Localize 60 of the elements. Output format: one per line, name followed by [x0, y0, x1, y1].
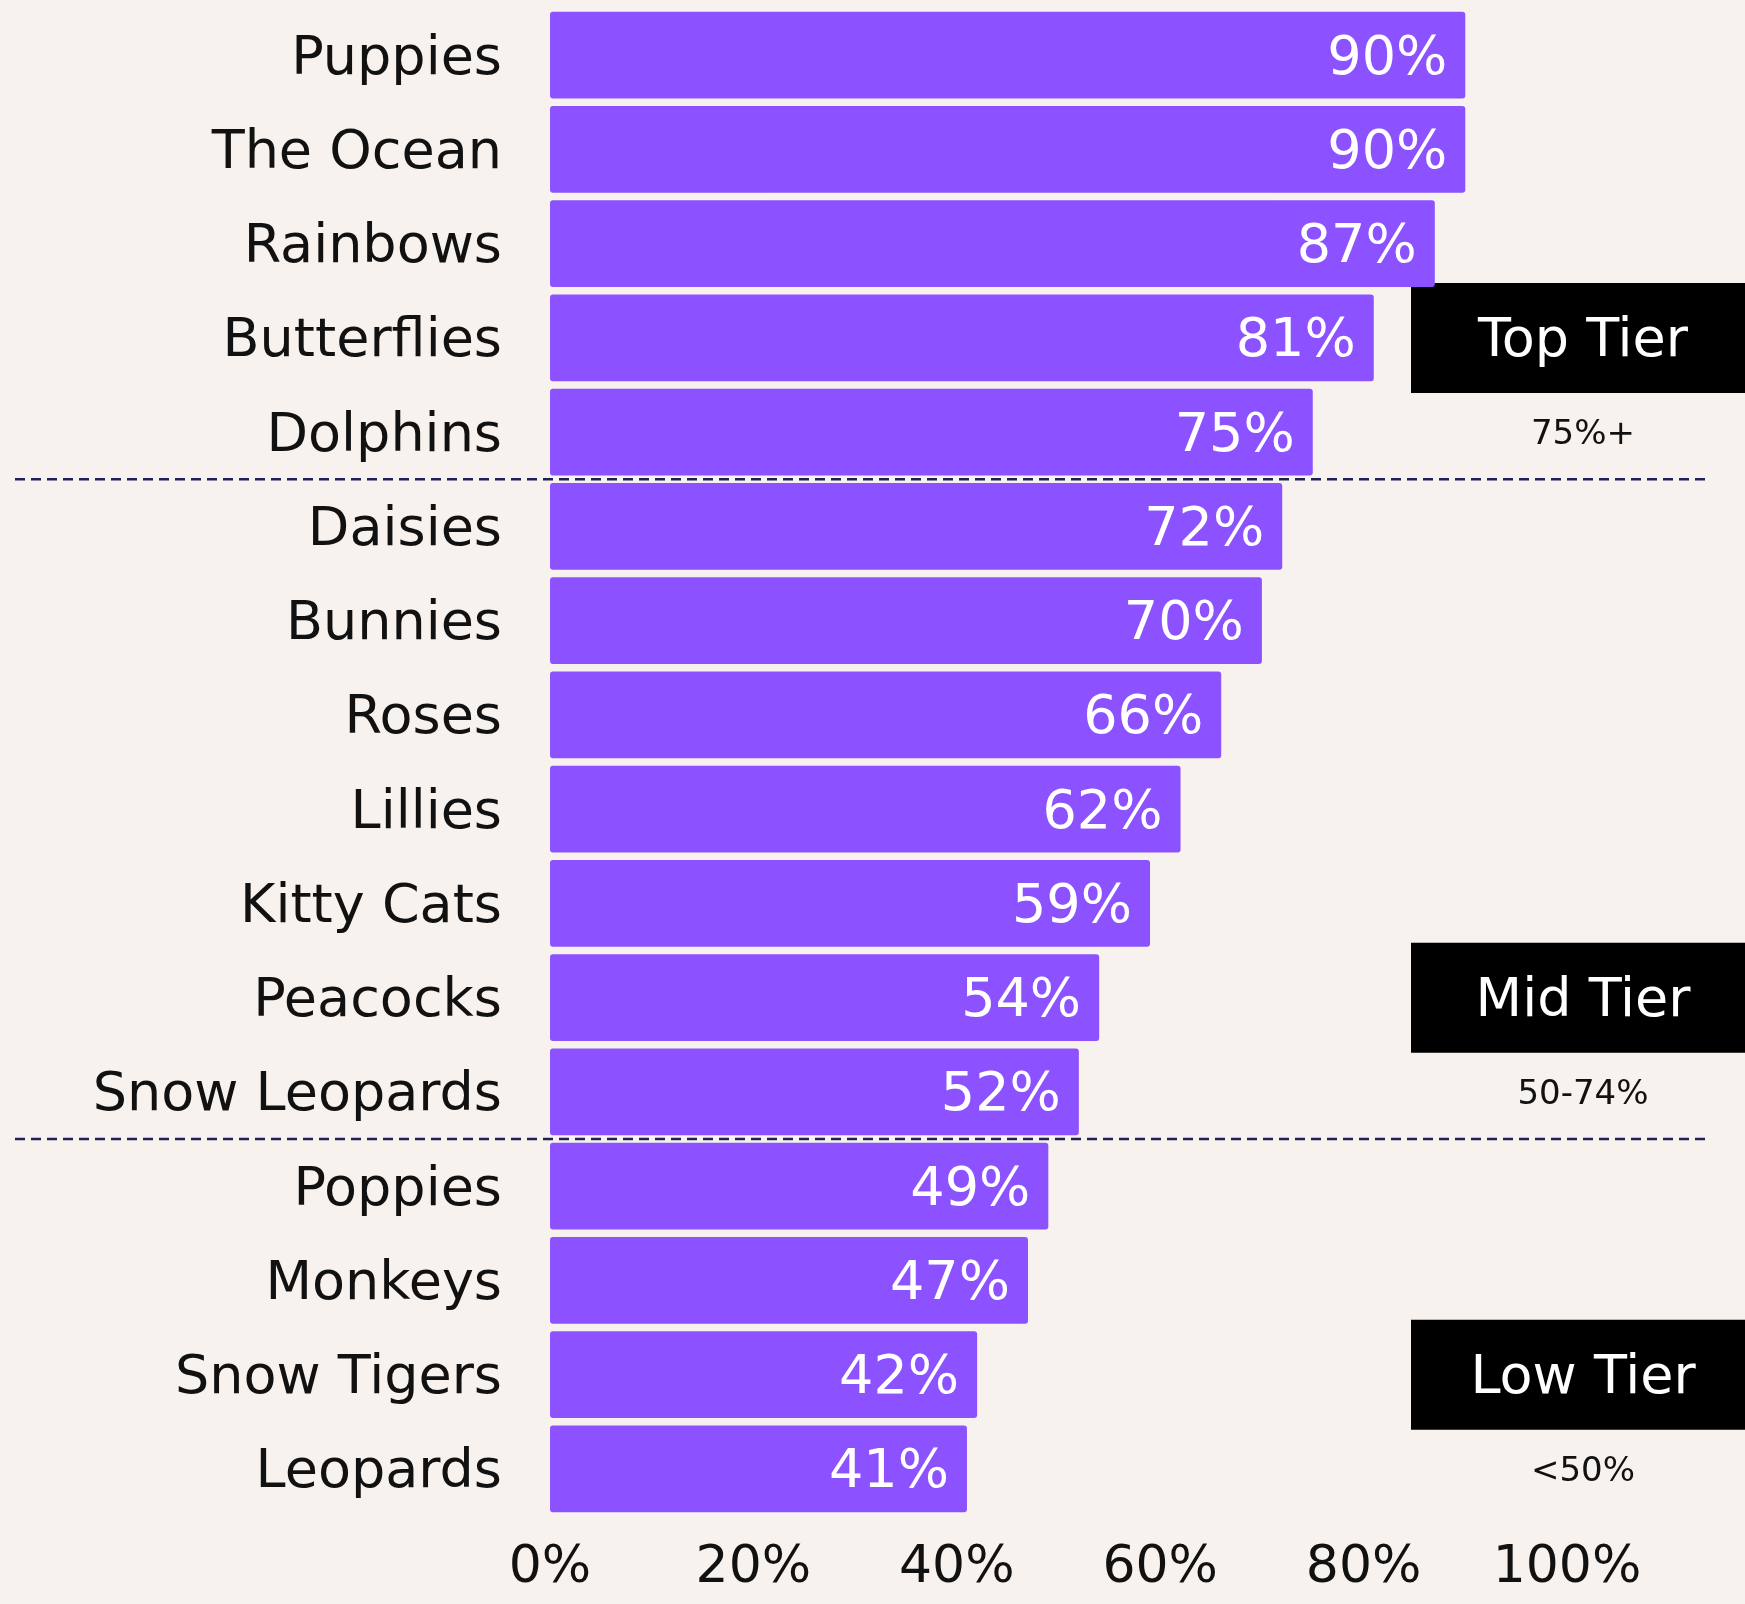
bar — [550, 200, 1435, 287]
annotation: Low Tier — [1470, 1343, 1697, 1407]
bar — [550, 765, 1181, 853]
data-label: 66% — [1083, 683, 1204, 747]
data-label: 90% — [1327, 117, 1448, 181]
x-tick-label: 60% — [1102, 1534, 1218, 1594]
annotation: 50-74% — [1517, 1071, 1649, 1112]
x-tick-label: 0% — [508, 1534, 592, 1594]
y-tick-label: Monkeys — [265, 1248, 502, 1312]
y-tick-label: Snow Leopards — [92, 1060, 502, 1124]
data-label: 62% — [1042, 777, 1163, 841]
data-label: 54% — [961, 966, 1082, 1030]
bar — [550, 671, 1222, 759]
y-tick-label: Lillies — [350, 777, 502, 841]
bar — [550, 1048, 1079, 1136]
annotation: 75%+ — [1530, 412, 1636, 453]
y-tick-label: Kitty Cats — [240, 871, 502, 935]
bar — [550, 860, 1151, 947]
data-label: 75% — [1174, 400, 1295, 464]
bar — [550, 388, 1313, 476]
x-tick-label: 40% — [899, 1534, 1015, 1594]
y-tick-label: Rainbows — [243, 212, 502, 276]
data-label: 42% — [839, 1343, 960, 1407]
y-tick-label: Bunnies — [285, 589, 502, 653]
data-label: 52% — [940, 1060, 1061, 1124]
bar — [550, 1331, 978, 1418]
data-label: 70% — [1123, 589, 1244, 653]
annotation: Top Tier — [1476, 306, 1689, 370]
bar — [550, 483, 1283, 570]
data-label: 72% — [1144, 494, 1265, 558]
y-tick-label: Dolphins — [266, 400, 502, 464]
x-tick-label: 20% — [695, 1534, 812, 1594]
data-label: 47% — [889, 1248, 1010, 1312]
y-tick-label: Snow Tigers — [174, 1343, 502, 1407]
bar — [550, 294, 1374, 382]
bar — [550, 1142, 1049, 1230]
data-label: 87% — [1296, 212, 1417, 276]
y-tick-label: Peacocks — [253, 966, 502, 1030]
bar — [550, 1237, 1028, 1324]
y-tick-label: The Ocean — [210, 117, 502, 181]
x-tick-label: 100% — [1492, 1534, 1642, 1594]
annotation: <50% — [1530, 1448, 1636, 1489]
bar — [550, 11, 1466, 99]
y-tick-label: Daisies — [307, 494, 502, 558]
data-label: 41% — [828, 1437, 949, 1501]
annotation: Mid Tier — [1475, 966, 1692, 1030]
data-label: 81% — [1235, 306, 1356, 370]
bar — [550, 577, 1262, 664]
x-tick-label: 80% — [1305, 1534, 1422, 1594]
data-label: 49% — [910, 1154, 1031, 1218]
bar — [550, 106, 1466, 193]
data-label: 59% — [1012, 871, 1133, 935]
data-label: 90% — [1327, 23, 1448, 87]
bar — [550, 954, 1100, 1041]
y-tick-label: Poppies — [293, 1154, 502, 1218]
bar — [550, 1425, 967, 1513]
y-tick-label: Puppies — [291, 23, 502, 87]
y-tick-label: Roses — [344, 683, 502, 747]
y-tick-label: Leopards — [255, 1437, 502, 1501]
y-tick-label: Butterflies — [222, 306, 502, 370]
